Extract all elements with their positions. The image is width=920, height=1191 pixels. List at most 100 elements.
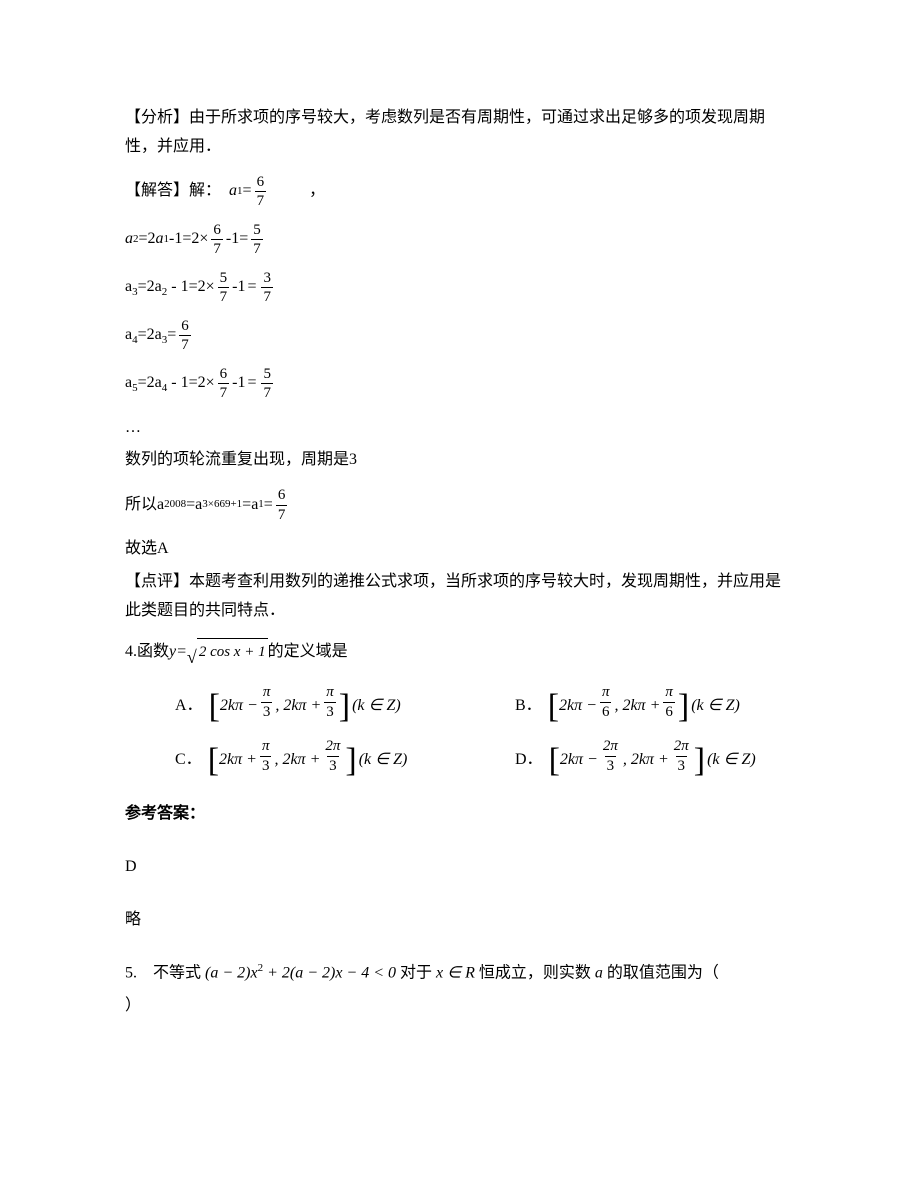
so-den: 7 xyxy=(276,505,288,524)
so-sub2: 3×669+1 xyxy=(202,495,242,515)
answer-label: 参考答案： xyxy=(125,800,795,829)
opt-b-f1: π6 xyxy=(600,684,612,720)
q4-option-c: C． [ 2kπ + π3 , 2kπ + 2π3 ] (k ∈ Z) xyxy=(175,738,515,774)
a5-lhs: a5=2a4 - 1=2× xyxy=(125,369,215,399)
opt-a-f1d: 3 xyxy=(261,702,273,721)
a2-mid: -1=2× xyxy=(169,225,208,254)
opt-b-f2: π6 xyxy=(663,684,675,720)
a3-m2: -1 xyxy=(232,273,245,302)
rbracket-icon: ] xyxy=(678,690,689,724)
solution-label: 【解答】 xyxy=(125,177,189,206)
so-num: 6 xyxy=(276,487,288,505)
q5-xr: x ∈ R xyxy=(436,964,475,981)
lbracket-icon: [ xyxy=(209,690,220,724)
a1-frac: 67 xyxy=(255,174,267,210)
opt-c-tail: (k ∈ Z) xyxy=(359,746,408,775)
q4-option-b: B． [ 2kπ − π6 , 2kπ + π6 ] (k ∈ Z) xyxy=(515,684,740,720)
opt-d-f2n: 2π xyxy=(672,738,691,756)
answer-value: D xyxy=(125,853,795,882)
a2-f1d: 7 xyxy=(211,239,223,258)
a3-f2n: 3 xyxy=(261,270,273,288)
a2-a: a xyxy=(125,225,133,254)
a2-prev-a: a xyxy=(156,225,164,254)
sqrt-expr: √ 2 cos x + 1 xyxy=(187,638,268,666)
opt-d-f1: 2π3 xyxy=(601,738,620,774)
so-a: a xyxy=(157,491,164,520)
q5-num: 5. xyxy=(125,964,137,981)
so-label: 所以 xyxy=(125,491,157,520)
a5-frac2: 57 xyxy=(261,366,273,402)
a3-f1d: 7 xyxy=(218,287,230,306)
q4-stem: 4. 函数 y = √ 2 cos x + 1 的定义域是 xyxy=(125,638,795,667)
opt-b-tail: (k ∈ Z) xyxy=(691,692,740,721)
a2-mid2: -1= xyxy=(226,225,248,254)
answer-note: 略 xyxy=(125,906,795,935)
q4-num: 4. xyxy=(125,638,137,667)
a4-num: 6 xyxy=(179,318,191,336)
analysis-block: 【分析】由于所求项的序号较大，考虑数列是否有周期性，可通过求出足够多的项发现周期… xyxy=(125,104,795,162)
opt-a-label: A． xyxy=(175,692,203,721)
opt-b-left: 2kπ − xyxy=(559,692,597,721)
so-eq2: =a xyxy=(242,491,258,520)
a3-frac2: 37 xyxy=(261,270,273,306)
a3-f1n: 5 xyxy=(218,270,230,288)
therefore: 故选A xyxy=(125,535,795,564)
trail-comma: ， xyxy=(309,177,325,206)
a3-lhs: a3=2a2 - 1=2× xyxy=(125,273,215,303)
q5-post2: 的取值范围为（ xyxy=(607,964,719,981)
opt-d-f2d: 3 xyxy=(676,756,688,775)
sqrt-body: 2 cos x + 1 xyxy=(197,638,268,666)
opt-c-left: 2kπ + xyxy=(219,746,257,775)
a3-f2d: 7 xyxy=(261,287,273,306)
a3-frac1: 57 xyxy=(218,270,230,306)
a1-eq: = xyxy=(243,177,252,206)
a4-lhs: a4=2a3= xyxy=(125,321,176,351)
q4-option-a: A． [ 2kπ − π3 , 2kπ + π3 ] (k ∈ Z) xyxy=(175,684,515,720)
q5-stem-2: ） xyxy=(125,992,795,1021)
opt-c-f2d: 3 xyxy=(327,756,339,775)
opt-b-f1d: 6 xyxy=(600,702,612,721)
q5-mid: 对于 xyxy=(400,964,432,981)
a5-f2d: 7 xyxy=(261,383,273,402)
periodic-text: 数列的项轮流重复出现，周期是3 xyxy=(125,446,795,475)
opt-d-left: 2kπ − xyxy=(560,746,598,775)
solution-line-a5: a5=2a4 - 1=2× 67 -1 = 57 xyxy=(125,366,795,402)
opt-b-f1n: π xyxy=(600,684,612,702)
opt-a-left: 2kπ − xyxy=(220,692,258,721)
a2-f1n: 6 xyxy=(211,222,223,240)
q4-eq: = xyxy=(176,638,187,667)
opt-a-f1: π3 xyxy=(261,684,273,720)
opt-c-f2: 2π3 xyxy=(323,738,342,774)
a4-den: 7 xyxy=(179,335,191,354)
lbracket-icon: [ xyxy=(549,744,560,778)
rbracket-icon: ] xyxy=(339,690,350,724)
opt-b-f2d: 6 xyxy=(663,702,675,721)
opt-c-mid: , 2kπ + xyxy=(274,746,320,775)
a5-f1d: 7 xyxy=(218,383,230,402)
sqrt-icon: √ xyxy=(187,648,197,666)
analysis-text: 由于所求项的序号较大，考虑数列是否有周期性，可通过求出足够多的项发现周期性，并应… xyxy=(125,109,765,155)
opt-a-f2n: π xyxy=(324,684,336,702)
q5-expr-a: (a − 2)x xyxy=(205,964,258,981)
so-eq1: =a xyxy=(186,491,202,520)
rbracket-icon: ] xyxy=(694,744,705,778)
q5-a: a xyxy=(595,964,603,981)
a1-num: 6 xyxy=(255,174,267,192)
solution-line-a3: a3=2a2 - 1=2× 57 -1 = 37 xyxy=(125,270,795,306)
a5-m2: -1 xyxy=(232,369,245,398)
opt-a-f2d: 3 xyxy=(324,702,336,721)
opt-b-label: B． xyxy=(515,692,542,721)
opt-b-mid: , 2kπ + xyxy=(614,692,660,721)
opt-a-f2: π3 xyxy=(324,684,336,720)
review-label: 【点评】 xyxy=(125,573,189,590)
a2-f2n: 5 xyxy=(251,222,263,240)
analysis-label: 【分析】 xyxy=(125,109,189,126)
a5-frac1: 67 xyxy=(218,366,230,402)
review-block: 【点评】本题考查利用数列的递推公式求项，当所求项的序号较大时，发现周期性，并应用… xyxy=(125,568,795,626)
a5-f1n: 6 xyxy=(218,366,230,384)
opt-a-tail: (k ∈ Z) xyxy=(352,692,401,721)
rbracket-icon: ] xyxy=(345,744,356,778)
q5-post3: ） xyxy=(125,997,141,1014)
so-sub: 2008 xyxy=(164,495,186,515)
opt-d-label: D． xyxy=(515,746,543,775)
